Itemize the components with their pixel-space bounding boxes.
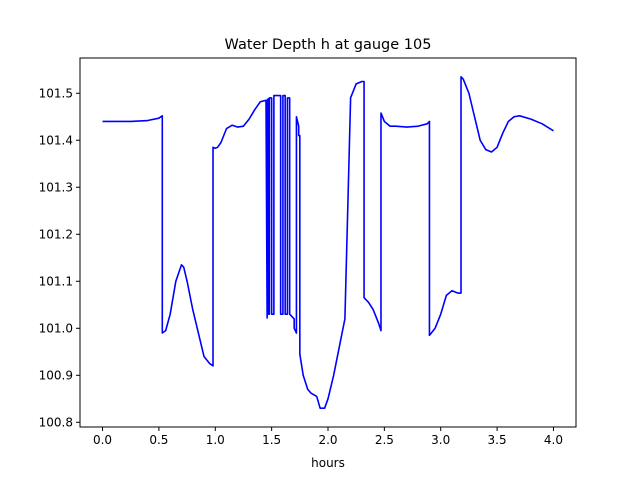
axes-frame	[79, 57, 577, 428]
y-tick-label: 101.4	[39, 133, 73, 147]
x-tick-label: 3.0	[431, 433, 450, 447]
y-tick-label: 101.1	[39, 274, 73, 288]
chart-title: Water Depth h at gauge 105	[225, 37, 432, 53]
y-tick-label: 101.5	[39, 86, 73, 100]
y-axis-ticks: 100.8 100.9 101.0 101.1 101.2 101.3 101.4 101.5	[39, 86, 80, 429]
x-tick-label: 1.0	[206, 433, 225, 447]
x-axis-label: hours	[311, 456, 345, 470]
x-tick-label: 2.5	[375, 433, 394, 447]
y-tick-label: 101.2	[39, 227, 73, 241]
x-tick-label: 2.0	[318, 433, 337, 447]
plot-area	[102, 76, 554, 410]
x-tick-label: 0.0	[93, 433, 112, 447]
y-tick-label: 101.3	[39, 180, 73, 194]
x-tick-label: 3.5	[488, 433, 507, 447]
x-tick-label: 0.5	[149, 433, 168, 447]
x-tick-label: 4.0	[544, 433, 563, 447]
y-tick-label: 100.9	[39, 368, 73, 382]
x-axis-ticks: 0.0 0.5 1.0 1.5 2.0 2.5 3.0 3.5 4.0	[93, 427, 563, 447]
x-tick-label: 1.5	[262, 433, 281, 447]
series-line	[102, 76, 554, 410]
y-tick-label: 100.8	[39, 415, 73, 429]
y-tick-label: 101.0	[39, 321, 73, 335]
